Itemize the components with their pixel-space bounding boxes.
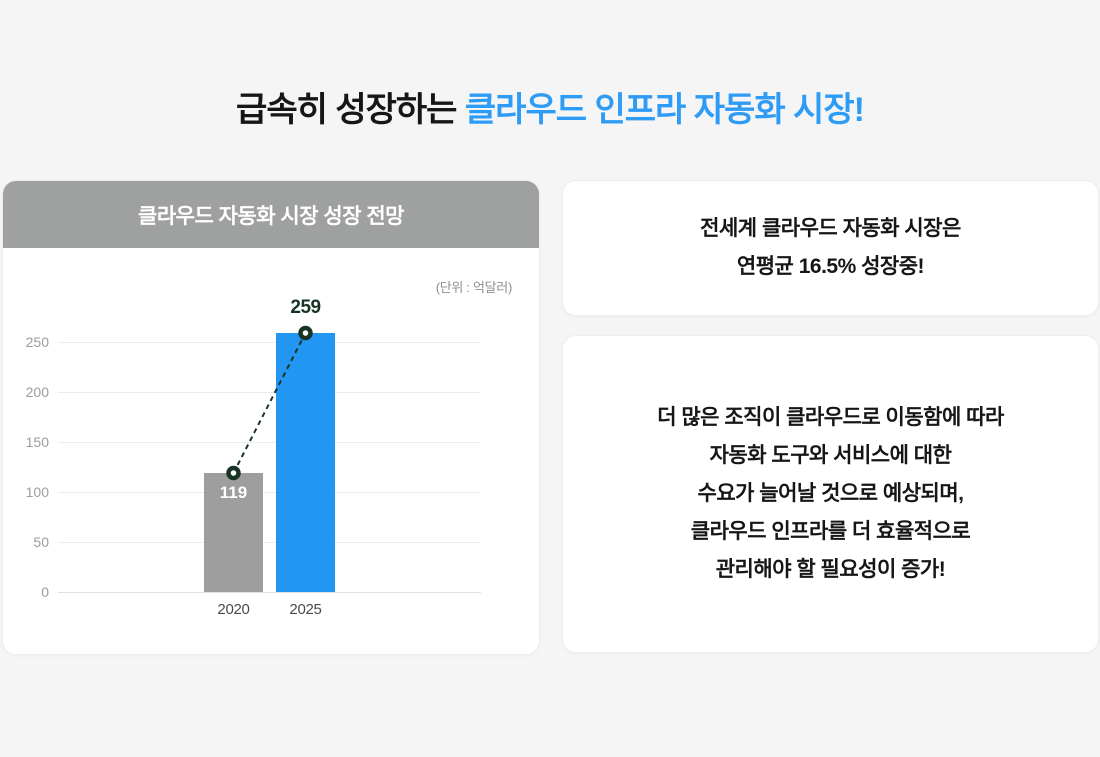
gridline-y-50: [58, 541, 481, 543]
info-line: 전세계 클라우드 자동화 시장은: [700, 217, 961, 240]
y-axis: 0 50 100 150 200 250: [3, 248, 49, 600]
y-tick-label: 250: [25, 334, 49, 350]
gridline-y-150: [58, 441, 481, 443]
info-card-market-growth: 전세계 클라우드 자동화 시장은 연평균 16.5% 성장중!: [562, 180, 1099, 316]
chart-unit-label: (단위 : 억달러): [435, 280, 513, 295]
chart-card: 클라우드 자동화 시장 성장 전망 (단위 : 억달러) 0 50 100 150 20…: [2, 180, 540, 655]
bar-2025: [276, 333, 335, 592]
chart-card-header: 클라우드 자동화 시장 성장 전망: [3, 181, 539, 248]
trend-line-overlay: [226, 325, 313, 481]
x-tick-label-2025: 2025: [289, 601, 322, 618]
y-tick-label: 50: [33, 534, 49, 550]
gridline-y-250: [58, 341, 481, 343]
trend-line: [232, 332, 307, 474]
x-tick-label-2020: 2020: [217, 601, 250, 618]
info-card-demand: 더 많은 조직이 클라우드로 이동함에 따라 자동화 도구와 서비스에 대한 수…: [562, 335, 1099, 653]
info-line: 더 많은 조직이 클라우드로 이동함에 따라: [657, 406, 1004, 429]
bar-2020: 119: [204, 473, 263, 592]
info-line-highlight: 관리해야 할 필요성이 증가!: [715, 558, 946, 581]
page-title-prefix: 급속히 성장하는: [236, 91, 465, 129]
y-tick-label: 150: [25, 434, 49, 450]
y-tick-label: 200: [25, 384, 49, 400]
bar-value-label: 119: [219, 483, 248, 502]
y-tick-label: 100: [25, 484, 49, 500]
page-title: 급속히 성장하는 클라우드 인프라 자동화 시장!: [0, 88, 1100, 132]
gridline-y-0: [58, 591, 481, 593]
y-tick-label: 0: [41, 584, 49, 600]
info-line-highlight: 클라우드 인프라를 더 효율적으로: [690, 520, 971, 543]
gridline-y-100: [58, 491, 481, 493]
chart-title: 클라우드 자동화 시장 성장 전망: [138, 204, 405, 228]
page-title-highlight: 클라우드 인프라 자동화 시장!: [464, 91, 865, 129]
info-line: 자동화 도구와 서비스에 대한: [709, 444, 952, 467]
data-point-marker: [226, 465, 241, 481]
info-line-highlight: 연평균 16.5% 성장중!: [736, 255, 925, 278]
bar-chart-plot: 119 2020 259 2025: [58, 248, 481, 618]
bar-value-label: 259: [290, 297, 321, 318]
chart-area: (단위 : 억달러) 0 50 100 150 200 250 119 2020 259 202…: [3, 248, 539, 654]
gridline-y-200: [58, 391, 481, 393]
info-line: 수요가 늘어날 것으로 예상되며,: [697, 482, 965, 505]
data-point-marker: [298, 325, 313, 341]
